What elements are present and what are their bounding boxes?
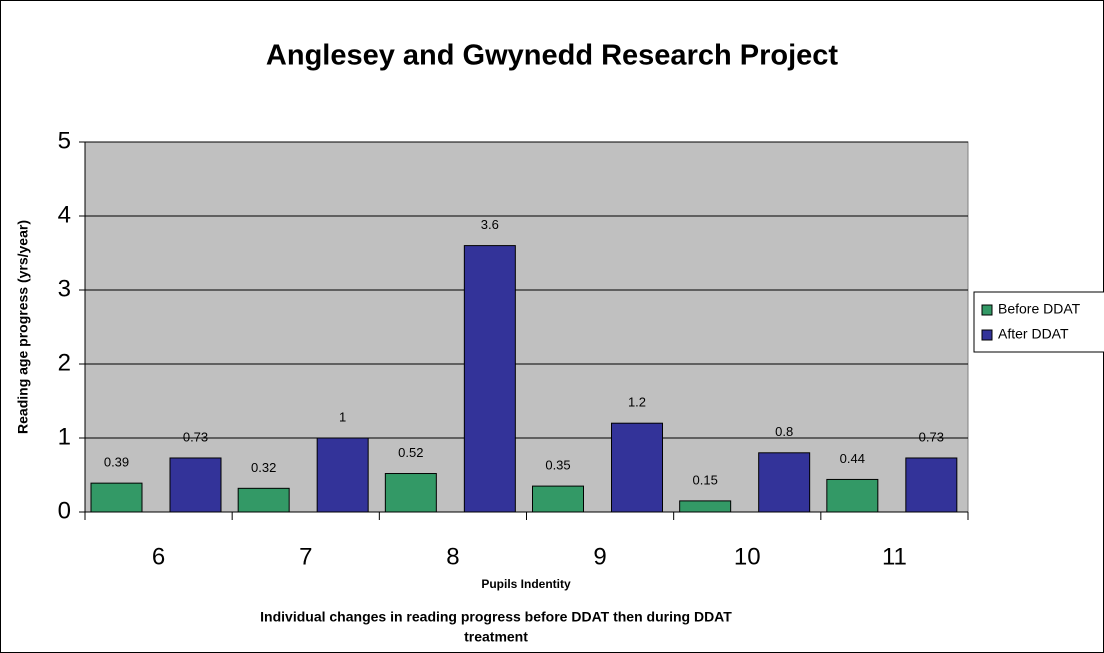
bar <box>905 457 958 513</box>
data-label: 0.73 <box>183 429 208 444</box>
bar <box>169 457 222 513</box>
bar <box>826 478 879 513</box>
data-label: 0.73 <box>919 429 944 444</box>
bar <box>90 482 143 513</box>
y-tick-label: 4 <box>58 201 71 228</box>
legend-swatch <box>981 329 993 341</box>
x-tick-label: 7 <box>299 543 312 570</box>
bar <box>384 473 437 513</box>
data-label: 0.52 <box>398 445 423 460</box>
bar <box>237 487 290 513</box>
chart-title: Anglesey and Gwynedd Research Project <box>266 40 838 72</box>
x-tick-label: 9 <box>593 543 606 570</box>
y-tick-label: 5 <box>58 127 71 154</box>
x-axis-label: Pupils Indentity <box>481 577 571 591</box>
legend-label: After DDAT <box>998 326 1069 342</box>
data-label: 0.15 <box>693 472 718 487</box>
bar <box>532 485 584 513</box>
legend-box <box>973 291 1104 353</box>
data-label: 0.39 <box>104 455 129 470</box>
bar <box>611 422 663 513</box>
legend-swatch <box>981 304 993 316</box>
data-label: 1.2 <box>628 395 646 410</box>
x-tick-label: 6 <box>152 543 165 570</box>
caption: treatment <box>464 629 528 645</box>
bar <box>463 245 516 513</box>
data-label: 3.6 <box>481 217 499 232</box>
data-label: 0.8 <box>775 424 793 439</box>
bar <box>679 500 732 513</box>
x-tick-label: 11 <box>882 543 907 570</box>
y-tick-label: 3 <box>58 275 71 302</box>
data-label: 0.32 <box>251 460 276 475</box>
y-axis-label: Reading age progress (yrs/year) <box>15 220 31 434</box>
plot-area <box>84 141 969 513</box>
x-tick-label: 8 <box>446 543 459 570</box>
bar <box>316 437 369 513</box>
caption: Individual changes in reading progress b… <box>260 609 732 625</box>
data-label: 0.44 <box>840 451 865 466</box>
x-tick-label: 10 <box>734 543 761 570</box>
y-tick-label: 1 <box>58 423 71 450</box>
data-label: 1 <box>339 409 346 424</box>
y-tick-label: 2 <box>58 349 71 376</box>
legend-label: Before DDAT <box>998 301 1081 317</box>
data-label: 0.35 <box>545 458 570 473</box>
bar <box>758 452 811 513</box>
y-tick-label: 0 <box>58 497 71 524</box>
